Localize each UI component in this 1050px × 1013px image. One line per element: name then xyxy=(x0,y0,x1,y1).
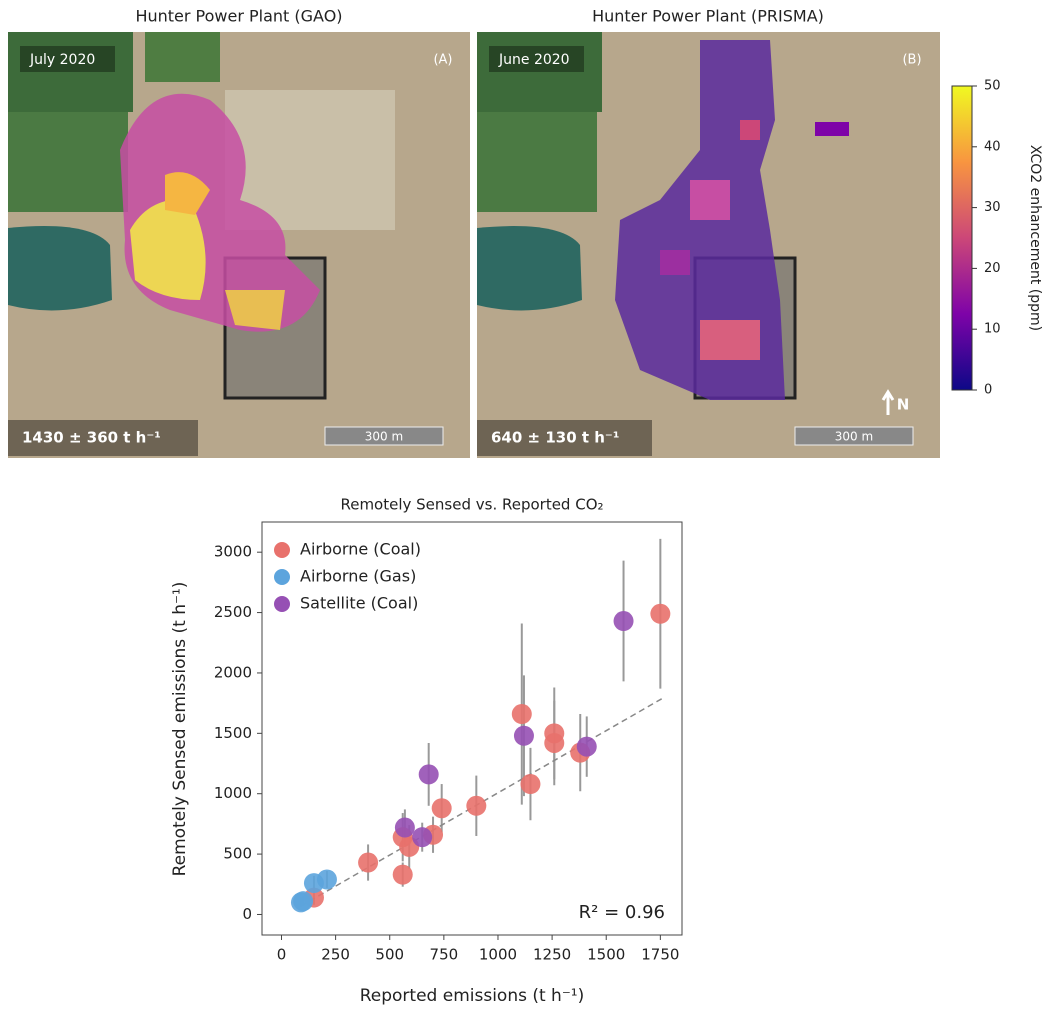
x-tick-label: 250 xyxy=(321,946,350,964)
point xyxy=(358,853,378,873)
legend-marker xyxy=(274,569,290,585)
x-axis-label: Reported emissions (t h⁻¹) xyxy=(360,986,585,1006)
x-tick-label: 1250 xyxy=(533,946,571,964)
y-tick-label: 1000 xyxy=(214,784,252,802)
scale-label: 300 m xyxy=(835,430,873,444)
colorbar-tick-label: 0 xyxy=(984,383,992,398)
y-tick-label: 1500 xyxy=(214,724,252,742)
emission-label: 640 ± 130 t h⁻¹ xyxy=(491,429,619,447)
point xyxy=(614,611,634,631)
chart-title: Remotely Sensed vs. Reported CO₂ xyxy=(340,496,603,514)
legend-label: Airborne (Coal) xyxy=(300,540,421,559)
x-tick-label: 750 xyxy=(430,946,459,964)
panel-letter: (A) xyxy=(433,53,452,68)
point xyxy=(293,891,313,911)
point xyxy=(650,604,670,624)
field xyxy=(477,112,597,212)
scatter-plot: Remotely Sensed vs. Reported CO₂ Reporte… xyxy=(170,496,682,1007)
point xyxy=(577,737,597,757)
date-label: July 2020 xyxy=(29,52,95,68)
colorbar-tick-label: 40 xyxy=(984,139,1001,154)
x-tick-label: 1000 xyxy=(479,946,517,964)
panel-title: Hunter Power Plant (PRISMA) xyxy=(592,7,824,26)
figure: July 2020 (A) 1430 ± 360 t h⁻¹ 300 m Hun… xyxy=(0,0,1050,1009)
colorbar-tick-label: 20 xyxy=(984,261,1001,276)
point xyxy=(393,865,413,885)
pond xyxy=(477,226,582,310)
plume-patch xyxy=(690,180,730,220)
legend-label: Airborne (Gas) xyxy=(300,567,416,586)
field xyxy=(8,112,128,212)
field xyxy=(145,32,220,82)
colorbar: XCO2 enhancement (ppm) 0 10 20 30 40 50 xyxy=(952,79,1043,398)
y-axis-label: Remotely Sensed emissions (t h⁻¹) xyxy=(170,582,190,877)
r-squared: R² = 0.96 xyxy=(579,902,665,923)
point xyxy=(512,704,532,724)
y-tick-label: 3000 xyxy=(214,543,252,561)
legend-marker xyxy=(274,542,290,558)
y-tick-label: 500 xyxy=(223,845,252,863)
point xyxy=(412,827,432,847)
plume-patch xyxy=(815,122,849,136)
y-tick-label: 2000 xyxy=(214,663,252,681)
x-tick-label: 1500 xyxy=(587,946,625,964)
y-tick-label: 2500 xyxy=(214,603,252,621)
scale-label: 300 m xyxy=(365,430,403,444)
panel-a: July 2020 (A) 1430 ± 360 t h⁻¹ 300 m Hun… xyxy=(8,7,470,459)
point xyxy=(419,764,439,784)
colorbar-scale xyxy=(952,86,972,390)
point xyxy=(466,796,486,816)
x-tick-label: 1750 xyxy=(641,946,679,964)
plume-patch xyxy=(740,120,760,140)
legend-label: Satellite (Coal) xyxy=(300,594,418,613)
plume-patch xyxy=(700,320,760,360)
panel-letter: (B) xyxy=(902,53,921,68)
point xyxy=(520,774,540,794)
legend-marker xyxy=(274,596,290,612)
point xyxy=(514,726,534,746)
point xyxy=(544,723,564,743)
colorbar-tick-label: 10 xyxy=(984,322,1001,337)
x-tick-label: 0 xyxy=(277,946,287,964)
panel-b: June 2020 (B) 640 ± 130 t h⁻¹ 300 m N Hu… xyxy=(477,7,940,459)
pond xyxy=(8,226,112,310)
north-label: N xyxy=(897,396,910,414)
colorbar-tick-label: 30 xyxy=(984,200,1001,215)
y-tick-label: 0 xyxy=(242,905,252,923)
panel-title: Hunter Power Plant (GAO) xyxy=(135,7,342,26)
colorbar-tick-label: 50 xyxy=(984,79,1001,94)
point xyxy=(432,798,452,818)
date-label: June 2020 xyxy=(498,52,570,68)
point xyxy=(317,869,337,889)
plume-patch xyxy=(660,250,690,275)
x-tick-label: 500 xyxy=(375,946,404,964)
point xyxy=(395,818,415,838)
emission-label: 1430 ± 360 t h⁻¹ xyxy=(22,429,161,447)
colorbar-label: XCO2 enhancement (ppm) xyxy=(1027,145,1043,331)
